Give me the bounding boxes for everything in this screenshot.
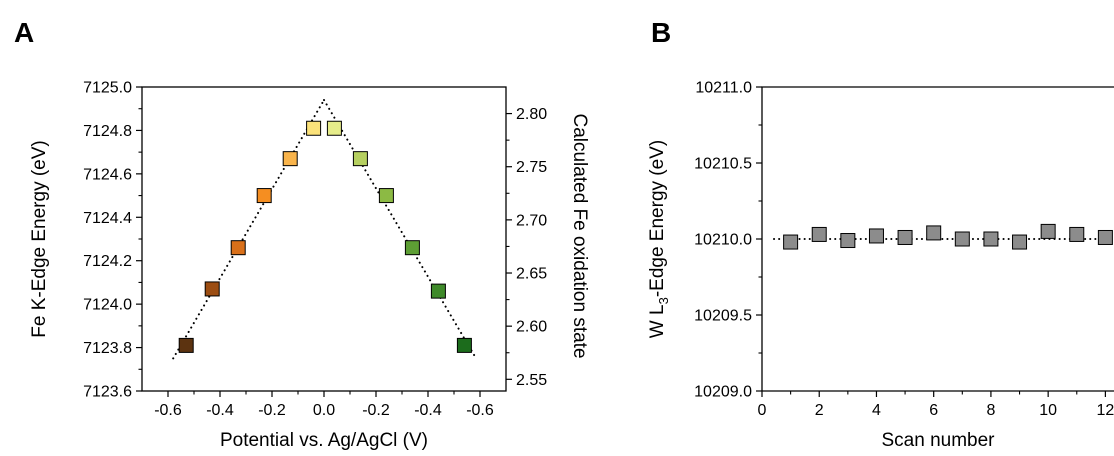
chart-a-x-tick-label: -0.4: [414, 402, 442, 419]
chart-a-point: [352, 151, 368, 167]
chart-a-fit-line: [323, 99, 476, 358]
chart-b-x-tick-label: 2: [815, 402, 824, 419]
chart-a-x-tick-label: -0.6: [154, 402, 182, 419]
chart-a-x-tick-label: -0.2: [362, 402, 390, 419]
chart-b-point: [783, 234, 799, 250]
chart-b-y-tick-label: 10211.0: [695, 80, 752, 97]
chart-a-point: [256, 188, 272, 204]
chart-b-y-tick-label: 10210.5: [694, 156, 752, 173]
chart-a-x-tick-label: 0.0: [313, 402, 335, 419]
chart-a-y2-tick-label: 2.75: [516, 159, 547, 176]
chart-b-point: [897, 229, 913, 245]
chart-b-x-tick-label: 12: [1096, 402, 1114, 419]
chart-b-x-axis: 0 2 4 6 8 10 12: [758, 391, 1114, 419]
chart-a-point: [204, 281, 220, 297]
chart-a-y-tick-label: 7125.0: [83, 80, 132, 97]
chart-a-fit-lines: [172, 99, 476, 360]
chart-a-y2-tick-label: 2.65: [516, 266, 547, 283]
chart-b-points: [783, 223, 1113, 250]
chart-a-point: [306, 120, 322, 136]
chart-a-y2-axis: 2.55 2.60 2.65 2.70 2.75 2.80: [506, 106, 547, 389]
chart-b-y-axis: 10209.0 10209.5 10210.0 10210.5 10211.0: [694, 80, 762, 401]
chart-a-y-tick-label: 7124.8: [83, 123, 132, 140]
chart-a-point: [178, 337, 194, 353]
chart-a-y-tick-label: 7124.2: [83, 253, 132, 270]
chart-b-point: [1069, 226, 1085, 242]
chart-b-point: [1040, 223, 1056, 239]
chart-b-x-tick-label: 10: [1039, 402, 1057, 419]
chart-b-y-tick-label: 10209.0: [694, 384, 752, 401]
chart-a-point: [430, 283, 446, 299]
chart-a-y-tick-label: 7124.0: [83, 297, 132, 314]
chart-a-x-axis: -0.6 -0.4 -0.2 0.0 -0.2 -0.4 -0.6: [154, 391, 494, 419]
chart-b-y-tick-label: 10210.0: [694, 232, 752, 249]
chart-a-y-axis: 7123.6 7123.8 7124.0 7124.2 7124.4 7124.6 7124…: [83, 80, 142, 401]
chart-a-y-tick-label: 7123.8: [83, 340, 132, 357]
chart-b-x-tick-label: 8: [986, 402, 995, 419]
chart-a-fit-line: [172, 99, 325, 360]
chart-a-x-tick-label: -0.4: [206, 402, 234, 419]
chart-a-point: [326, 120, 342, 136]
chart-a-y2-label: Calculated Fe oxidation state: [569, 113, 590, 358]
chart-a-point: [282, 151, 298, 167]
chart-a-y2-tick-label: 2.60: [516, 319, 547, 336]
chart-b-point: [1012, 234, 1028, 250]
chart-b-x-label: Scan number: [881, 430, 995, 451]
chart-b-x-tick-label: 4: [872, 402, 881, 419]
chart-b-point: [954, 231, 970, 247]
chart-b-y-label-sub: 3: [656, 297, 671, 304]
chart-a-y2-tick-label: 2.70: [516, 212, 547, 229]
chart-b-x-tick-label: 0: [758, 402, 767, 419]
chart-b-point: [926, 225, 942, 241]
chart-a-x-label: Potential vs. Ag/AgCl (V): [220, 430, 428, 451]
chart-a-point: [456, 337, 472, 353]
chart-a-y2-tick-label: 2.80: [516, 106, 547, 123]
chart-a-y-tick-label: 7124.6: [83, 166, 132, 183]
chart-a-x-tick-label: -0.6: [466, 402, 494, 419]
panel-letter-a: A: [14, 17, 34, 48]
chart-b-x-tick-label: 6: [929, 402, 938, 419]
chart-b-point: [868, 228, 884, 244]
chart-a-frame: [141, 86, 507, 392]
chart-a-point: [404, 240, 420, 256]
chart-b-point: [811, 226, 827, 242]
chart-a-y2-tick-label: 2.55: [516, 372, 547, 389]
panel-letter-b: B: [651, 17, 671, 48]
chart-a-x-tick-label: -0.2: [258, 402, 286, 419]
chart-b-y-label-suffix: -Edge Energy (eV): [647, 140, 668, 297]
chart-b-y-label: W L3-Edge Energy (eV): [647, 140, 671, 338]
chart-b-point: [1097, 229, 1113, 245]
chart-a: -0.6 -0.4 -0.2 0.0 -0.2 -0.4 -0.6 7123.6 7123.8…: [29, 80, 590, 452]
chart-b-y-tick-label: 10209.5: [694, 308, 752, 325]
chart-a-y-tick-label: 7124.4: [83, 210, 132, 227]
chart-b-y-label-prefix: W L: [647, 304, 668, 338]
chart-a-point: [378, 188, 394, 204]
chart-b-point: [840, 233, 856, 249]
chart-a-point: [230, 240, 246, 256]
chart-a-y-tick-label: 7123.6: [83, 384, 132, 401]
chart-b: 0 2 4 6 8 10 12 10209.010209.510210.010210.510…: [647, 80, 1114, 451]
chart-a-points: [178, 120, 472, 353]
chart-b-point: [983, 231, 999, 247]
chart-a-y-label: Fe K-Edge Energy (eV): [29, 140, 50, 337]
